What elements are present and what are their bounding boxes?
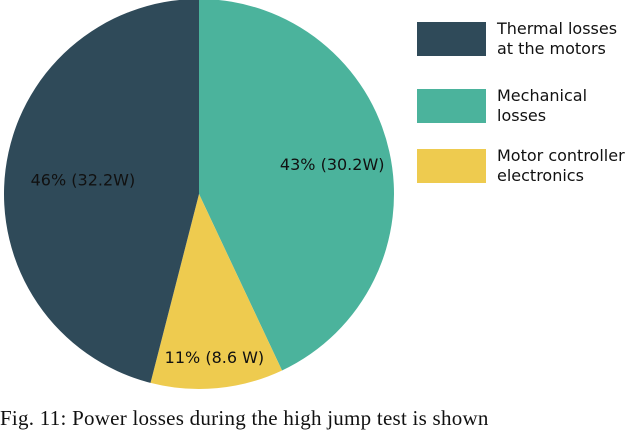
legend-label: Mechanical	[497, 86, 587, 105]
pie-slice-motor-controller-electronics	[150, 194, 283, 389]
pie-data-label: 11% (8.6 W)	[165, 348, 264, 367]
pie-slice-thermal-losses-at-the-motors	[4, 0, 199, 383]
pie-slices	[4, 0, 394, 389]
pie-data-label: 43% (30.2W)	[280, 155, 385, 174]
pie-data-label: 46% (32.2W)	[31, 170, 136, 189]
pie-data-labels: 43% (30.2W) 11% (8.6 W) 46% (32.2W)	[31, 155, 385, 367]
legend-label: electronics	[497, 166, 584, 185]
pie-slice-mechanical-losses	[199, 0, 394, 371]
legend-label: losses	[497, 106, 546, 125]
figure-caption: Fig. 11: Power losses during the high ju…	[0, 406, 489, 430]
legend-label: at the motors	[497, 39, 606, 58]
legend-label: Motor controller	[497, 146, 625, 165]
legend-label: Thermal losses	[496, 19, 617, 38]
legend-swatch	[417, 22, 486, 56]
legend-swatch	[417, 149, 486, 183]
legend-swatch	[417, 89, 486, 123]
